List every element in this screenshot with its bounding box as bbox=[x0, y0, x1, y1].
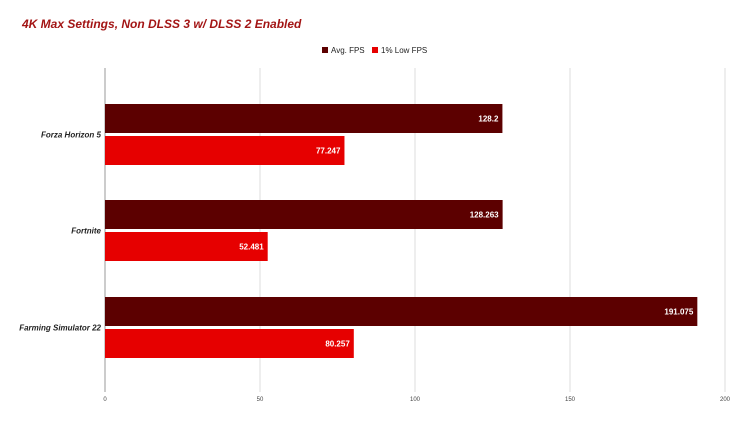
data-label: 52.481 bbox=[239, 243, 264, 252]
bar bbox=[105, 329, 354, 358]
bar bbox=[105, 200, 503, 229]
category-label: Farming Simulator 22 bbox=[19, 324, 101, 333]
bar bbox=[105, 136, 345, 165]
data-labels: 128.2 77.247 128.263 52.481 191.075 80.257 bbox=[239, 115, 694, 349]
data-label: 128.2 bbox=[478, 115, 499, 124]
x-tick-labels: 0 50 100 150 200 bbox=[103, 397, 730, 403]
legend-swatch bbox=[372, 47, 378, 53]
category-labels: Forza Horizon 5 Fortnite Farming Simulator… bbox=[19, 131, 101, 333]
bar bbox=[105, 104, 503, 133]
bars bbox=[105, 104, 698, 358]
category-label: Fortnite bbox=[71, 227, 101, 236]
legend-swatch bbox=[322, 47, 328, 53]
x-tick-label: 0 bbox=[103, 397, 107, 403]
data-label: 128.263 bbox=[470, 211, 499, 220]
legend-label: Avg. FPS bbox=[331, 46, 365, 55]
data-label: 191.075 bbox=[664, 308, 693, 317]
legend: Avg. FPS 1% Low FPS bbox=[322, 46, 427, 55]
bar bbox=[105, 232, 268, 261]
x-tick-label: 100 bbox=[410, 397, 421, 403]
data-label: 77.247 bbox=[316, 147, 341, 156]
chart-title: 4K Max Settings, Non DLSS 3 w/ DLSS 2 En… bbox=[22, 17, 302, 31]
legend-label: 1% Low FPS bbox=[381, 46, 427, 55]
bar bbox=[105, 297, 698, 326]
x-tick-label: 150 bbox=[565, 397, 576, 403]
x-tick-label: 200 bbox=[720, 397, 731, 403]
data-label: 80.257 bbox=[325, 340, 350, 349]
x-tick-label: 50 bbox=[257, 397, 264, 403]
category-label: Forza Horizon 5 bbox=[41, 131, 102, 140]
